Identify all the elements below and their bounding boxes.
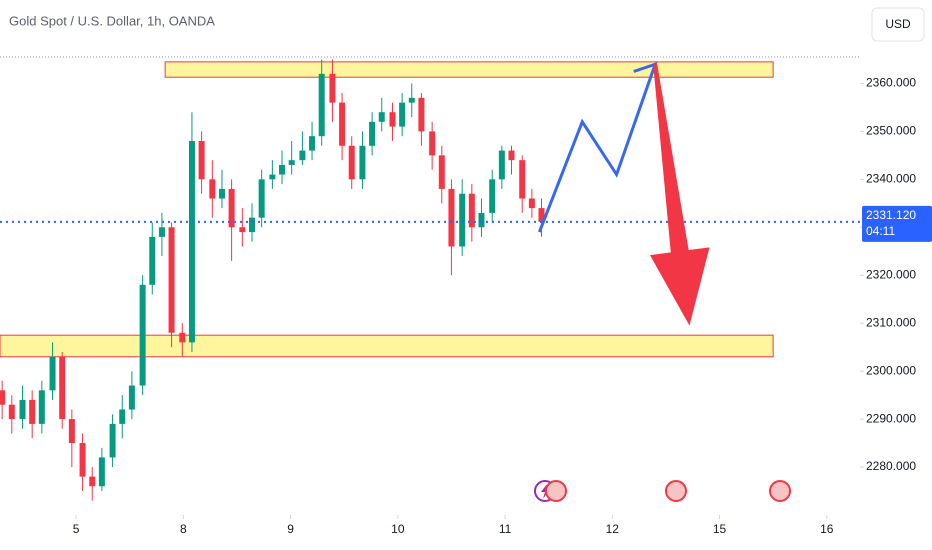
candle-body	[258, 179, 265, 218]
candle-body	[508, 150, 515, 161]
candle-body	[378, 112, 385, 122]
candle-body	[109, 423, 116, 458]
y-tick-label: 2360.000	[866, 76, 916, 90]
y-tick-label: 2340.000	[866, 172, 916, 186]
candle-body	[279, 164, 286, 175]
x-tick-label: 11	[499, 522, 512, 536]
event-icon[interactable]	[769, 480, 791, 502]
candle-body	[0, 390, 6, 405]
candle-body	[79, 443, 86, 477]
candle-body	[538, 208, 545, 222]
candle-body	[59, 356, 66, 420]
candle-body	[468, 193, 475, 228]
y-tick-label: 2300.000	[866, 363, 916, 377]
chart-title: Gold Spot / U.S. Dollar, 1h, OANDA	[9, 13, 215, 28]
candle-body	[359, 145, 366, 180]
candle-body	[218, 188, 225, 199]
candle-body	[158, 227, 165, 237]
x-tick-label: 16	[820, 522, 834, 536]
event-icon[interactable]	[665, 480, 687, 502]
x-tick-label: 10	[391, 522, 405, 536]
candle-body	[348, 145, 355, 180]
candle-body	[98, 457, 105, 487]
candle-body	[248, 217, 255, 233]
candle-body	[89, 476, 96, 487]
candle-body	[179, 332, 186, 343]
candle-body	[139, 284, 146, 386]
candle-body	[49, 356, 56, 391]
arrow	[649, 63, 710, 326]
y-tick-label: 2310.000	[866, 315, 916, 329]
y-tick-label: 2320.000	[866, 267, 916, 281]
y-tick-label: 2350.000	[866, 124, 916, 138]
candle-body	[399, 102, 406, 127]
price-label: 2331.120	[866, 208, 916, 222]
candle-body	[149, 236, 156, 285]
currency-button[interactable]	[871, 7, 925, 42]
candle-body	[438, 155, 445, 189]
candle-body	[119, 409, 126, 424]
candle-body	[198, 140, 205, 180]
candle-body	[318, 73, 325, 137]
event-icon[interactable]	[545, 480, 567, 502]
x-tick-label: 8	[180, 522, 187, 536]
candle-body	[19, 399, 26, 420]
x-tick-label: 15	[713, 522, 727, 536]
candle-body	[528, 198, 535, 209]
candle-body	[448, 188, 455, 247]
countdown: 04:11	[866, 224, 895, 238]
x-tick-label: 5	[73, 522, 80, 536]
candle-body	[288, 160, 295, 165]
candle-body	[459, 193, 466, 247]
plot	[0, 59, 860, 501]
candle-body	[339, 102, 346, 146]
candle-body	[299, 150, 306, 161]
x-tick-label: 9	[287, 522, 294, 536]
candle-body	[489, 179, 496, 213]
candle-body	[269, 174, 276, 180]
candle-body	[239, 227, 246, 233]
candle-body	[38, 390, 45, 424]
candle-body	[8, 404, 15, 420]
candle-body	[369, 121, 376, 146]
candle-body	[228, 188, 235, 228]
candle-body	[408, 97, 415, 103]
candle-body	[429, 131, 436, 156]
zone	[164, 61, 774, 78]
currency-button-label[interactable]: USD	[885, 17, 911, 31]
candle-body	[329, 73, 336, 103]
candle-body	[309, 136, 316, 151]
projection-line	[537, 61, 658, 233]
y-tick-label: 2280.000	[866, 459, 916, 473]
candle-body	[168, 227, 175, 333]
zone	[0, 334, 774, 358]
candle-body	[209, 179, 216, 199]
candle-body	[478, 212, 485, 228]
candle-body	[68, 419, 75, 444]
candle-body	[498, 150, 505, 180]
candle-body	[29, 399, 36, 424]
candle-body	[188, 140, 195, 343]
price-label-box	[862, 205, 932, 242]
x-tick-label: 12	[606, 522, 620, 536]
candle-body	[519, 160, 526, 199]
y-tick-label: 2290.000	[866, 411, 916, 425]
candle-body	[128, 385, 135, 410]
event-icon-bolt	[541, 484, 549, 499]
candle-body	[418, 97, 425, 132]
event-icons	[534, 480, 791, 502]
candle-body	[389, 112, 396, 127]
